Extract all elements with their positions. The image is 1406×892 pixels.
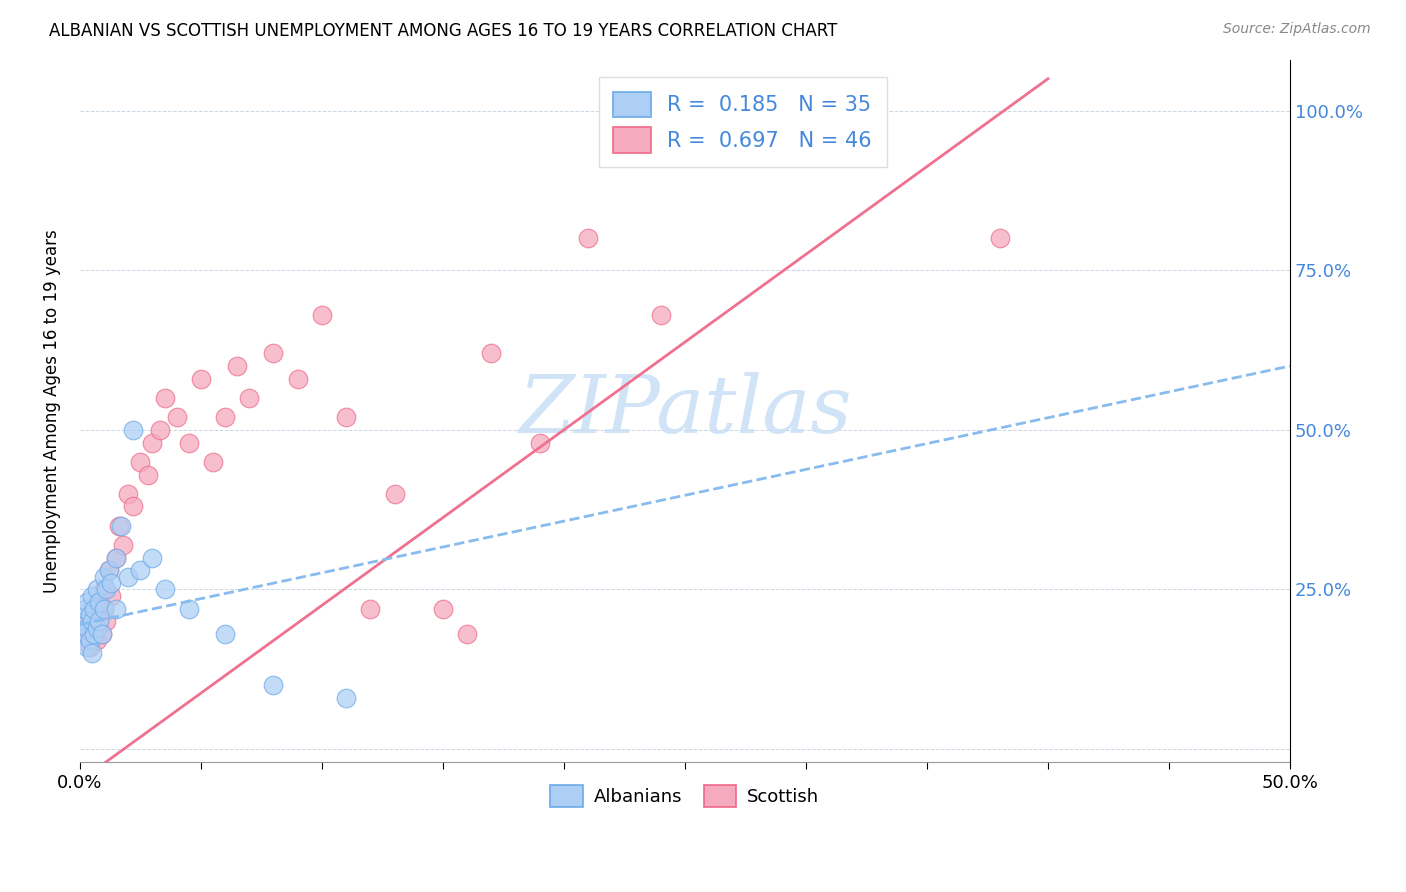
Point [287,372,309,386]
Text: Source: ZipAtlas.com: Source: ZipAtlas.com [1223,22,1371,37]
Point [479,346,502,360]
Point [149,423,172,437]
Point [79,640,101,654]
Point [263,678,285,692]
Point [80,589,103,603]
Legend: Albanians, Scottish: Albanians, Scottish [541,776,828,816]
Point [76,621,98,635]
Point [988,231,1011,245]
Point [73,601,96,615]
Point [650,308,672,322]
Point [335,410,357,425]
Point [214,627,236,641]
Point [117,569,139,583]
Point [166,410,188,425]
Point [112,538,135,552]
Point [89,615,111,629]
Point [177,601,200,615]
Point [136,467,159,482]
Point [311,308,333,322]
Point [93,582,115,597]
Point [141,550,163,565]
Point [97,563,120,577]
Point [263,346,285,360]
Text: ALBANIAN VS SCOTTISH UNEMPLOYMENT AMONG AGES 16 TO 19 YEARS CORRELATION CHART: ALBANIAN VS SCOTTISH UNEMPLOYMENT AMONG … [49,22,838,40]
Point [80,615,103,629]
Point [86,633,108,648]
Point [105,550,128,565]
Point [93,601,115,615]
Point [76,615,98,629]
Point [141,435,163,450]
Point [153,582,176,597]
Point [83,621,105,635]
Point [76,595,98,609]
Point [107,518,129,533]
Point [122,500,145,514]
Point [238,391,260,405]
Point [79,633,101,648]
Point [110,518,132,533]
Point [72,627,94,641]
Point [335,690,357,705]
Point [86,621,108,635]
Point [153,391,176,405]
Point [576,231,599,245]
Point [129,563,152,577]
Point [97,563,120,577]
Point [190,372,212,386]
Y-axis label: Unemployment Among Ages 16 to 19 years: Unemployment Among Ages 16 to 19 years [44,229,60,592]
Point [201,455,224,469]
Point [86,595,108,609]
Point [83,627,105,641]
Point [818,103,841,118]
Point [89,615,111,629]
Point [86,582,108,597]
Text: ZIPatlas: ZIPatlas [519,372,852,450]
Point [100,576,122,591]
Point [90,627,112,641]
Point [105,601,128,615]
Point [384,486,406,500]
Point [83,601,105,615]
Point [723,103,745,118]
Point [93,569,115,583]
Point [93,601,115,615]
Point [96,615,118,629]
Point [214,410,236,425]
Point [80,646,103,660]
Point [177,435,200,450]
Point [90,627,112,641]
Point [359,601,381,615]
Point [456,627,478,641]
Point [79,607,101,622]
Point [80,601,103,615]
Point [76,640,98,654]
Point [73,615,96,629]
Point [432,601,454,615]
Point [117,486,139,500]
Point [96,582,118,597]
Point [122,423,145,437]
Point [129,455,152,469]
Point [100,589,122,603]
Point [105,550,128,565]
Point [89,595,111,609]
Point [226,359,249,373]
Point [529,435,551,450]
Point [72,627,94,641]
